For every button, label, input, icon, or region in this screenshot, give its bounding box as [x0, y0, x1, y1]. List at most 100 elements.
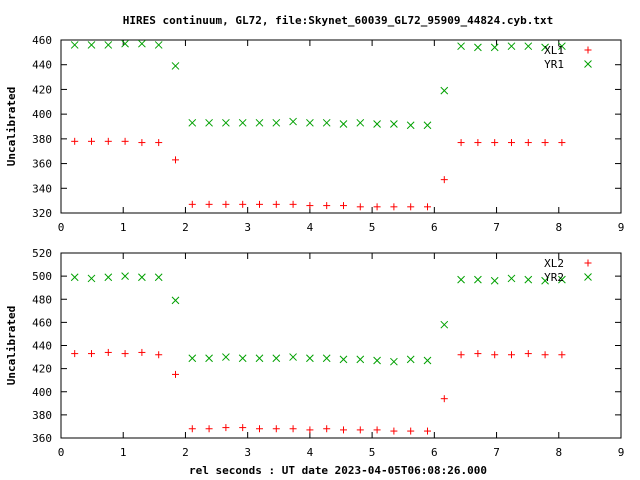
legend-marker-yr2 [584, 273, 592, 281]
legend-marker-xl2 [584, 259, 592, 267]
top-ytick-label: 420 [32, 83, 52, 96]
xl2-point [121, 350, 129, 358]
yr2-point-d2 [406, 355, 415, 364]
yr2-point [406, 355, 415, 364]
yr1-point [474, 43, 482, 52]
legend-marker-xl1 [584, 46, 592, 54]
xl2-point [306, 426, 314, 434]
xl2-point [272, 425, 280, 433]
bottom-xtick-label: 2 [182, 446, 189, 459]
top-series-yr1 [70, 39, 566, 130]
yr1-point [558, 42, 566, 51]
bottom-ytick-label: 380 [32, 409, 52, 422]
xl1-point [407, 203, 415, 211]
yr2-point-d2 [188, 354, 197, 363]
xl1-point [222, 200, 230, 208]
yr1-point [188, 118, 197, 127]
xl1-point [457, 139, 465, 147]
xl2-point [339, 426, 347, 434]
bottom-xtick-label: 0 [58, 446, 65, 459]
xl1-point [239, 200, 247, 208]
xl2-point [541, 351, 549, 359]
yr2-point-d2 [154, 273, 163, 282]
yr1-point [289, 117, 297, 126]
yr2-point [222, 353, 230, 361]
xl2-point [323, 425, 331, 433]
yr2-point-d2 [322, 354, 331, 363]
bottom-xtick-label: 3 [244, 446, 251, 459]
yr1-point [171, 62, 180, 70]
yr2-point [423, 356, 432, 365]
bottom-series-xl2 [71, 348, 566, 435]
bottom-ytick-label: 400 [32, 386, 52, 399]
legend-marker-yr1-d2 [584, 60, 592, 68]
yr2-point [490, 276, 499, 285]
yr1-point [121, 39, 129, 48]
yr2-point-d2 [272, 354, 281, 363]
yr1-point-d2 [205, 118, 213, 127]
top-ytick-label: 340 [32, 182, 52, 195]
yr1-point-d2 [423, 121, 432, 130]
xl1-point [373, 203, 381, 211]
yr2-point [457, 275, 465, 284]
bottom-y-axis-label: Uncalibrated [5, 306, 18, 385]
bottom-ytick-label: 500 [32, 270, 52, 283]
bottom-series-yr2 [70, 272, 566, 366]
yr1-point-d2 [171, 62, 180, 70]
yr2-point-d2 [255, 354, 264, 363]
xl2-point [524, 350, 532, 358]
yr1-point-d2 [524, 42, 533, 51]
xl1-point [356, 203, 364, 211]
yr2-point [524, 275, 533, 284]
yr1-point-d2 [322, 118, 331, 127]
yr1-point [87, 41, 96, 49]
yr1-point-d2 [154, 41, 163, 49]
xl2-point [87, 350, 95, 358]
xl2-point [440, 395, 448, 403]
xl2-point [188, 425, 196, 433]
xl1-point [491, 139, 499, 147]
xl2-point [222, 424, 230, 432]
top-xtick-label: 0 [58, 221, 65, 234]
xl2-point [171, 370, 179, 378]
xl1-point [390, 203, 398, 211]
yr1-point [205, 118, 213, 127]
xl2-point [507, 351, 515, 359]
yr1-point-d2 [255, 118, 264, 127]
yr1-point [255, 118, 264, 127]
yr1-point [541, 43, 549, 52]
yr1-point [356, 118, 365, 127]
yr1-point [138, 39, 146, 48]
yr2-point-d2 [373, 356, 381, 365]
yr2-point-d2 [507, 274, 516, 283]
yr1-point [524, 42, 533, 51]
xl1-point [558, 139, 566, 147]
yr1-point-d2 [558, 42, 566, 51]
top-xtick-label: 6 [431, 221, 438, 234]
yr1-point [490, 43, 499, 52]
yr2-point [70, 273, 79, 282]
yr2-point-d2 [222, 353, 230, 361]
chart-title: HIRES continuum, GL72, file:Skynet_60039… [123, 14, 553, 27]
yr1-point-d2 [70, 41, 79, 49]
yr1-point-d2 [339, 120, 348, 128]
yr2-point-d2 [524, 275, 533, 284]
yr1-point [390, 120, 398, 128]
yr2-point [507, 274, 516, 283]
xl1-point [138, 139, 146, 147]
yr1-point-d2 [188, 118, 197, 127]
xl1-point [289, 200, 297, 208]
top-xtick-label: 3 [244, 221, 251, 234]
yr1-point-d2 [222, 118, 230, 127]
xl1-point [188, 200, 196, 208]
yr2-point-d2 [423, 356, 432, 365]
yr1-point-d2 [272, 118, 281, 127]
yr2-point [138, 273, 146, 282]
top-xtick-label: 2 [182, 221, 189, 234]
yr2-point [541, 276, 549, 285]
xl2-point [239, 424, 247, 432]
yr2-point [339, 355, 348, 364]
yr1-point [238, 118, 247, 127]
xl2-point [155, 351, 163, 359]
